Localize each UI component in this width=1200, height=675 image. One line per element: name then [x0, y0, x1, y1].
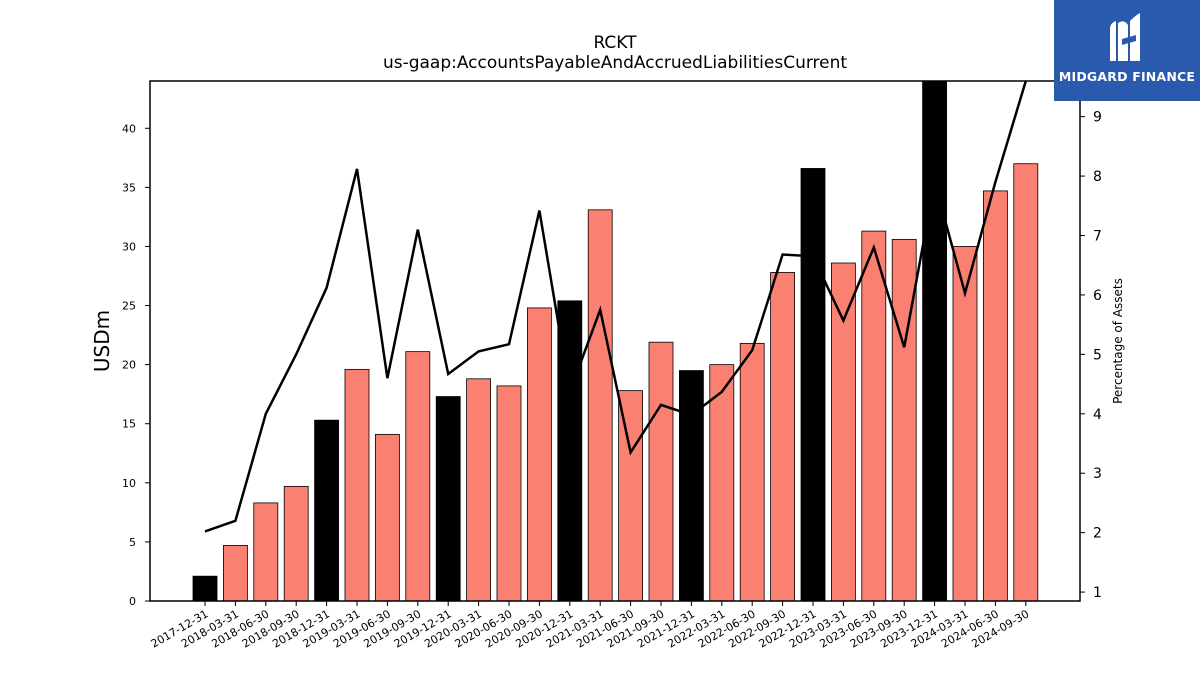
left-axis: 0 5 10 15 20 25 30 35 40 — [122, 122, 150, 608]
y-tick-label: 15 — [122, 418, 136, 431]
y2-tick-label: 4 — [1093, 407, 1102, 423]
bar-2019-06-30 — [374, 433, 400, 602]
y-tick-label: 25 — [122, 300, 136, 313]
bar-2019-12-31 — [435, 396, 461, 602]
percentage-line — [204, 80, 1027, 533]
bar-2021-09-30 — [648, 341, 674, 602]
chart-subtitle: us-gaap:AccountsPayableAndAccruedLiabili… — [383, 53, 847, 73]
bar-2020-03-31 — [466, 378, 492, 602]
bar-2022-09-30 — [770, 272, 795, 602]
y-tick-label: 5 — [129, 536, 136, 549]
bar-2018-06-30 — [253, 502, 279, 602]
y2-tick-label: 3 — [1093, 466, 1102, 482]
y-tick-label: 0 — [129, 595, 136, 608]
y-tick-label: 20 — [122, 359, 136, 372]
y-axis-label: USDm — [90, 310, 114, 372]
bar-2021-03-31 — [587, 209, 613, 602]
bar-2018-09-30 — [283, 485, 309, 602]
bar-2017-12-31 — [192, 575, 218, 602]
bar-2024-06-30 — [983, 190, 1008, 602]
bar-2023-03-31 — [831, 262, 856, 602]
bar-2021-12-31 — [679, 370, 704, 602]
bar-2019-03-31 — [344, 368, 370, 602]
y-tick-label: 40 — [122, 122, 136, 135]
plot-frame — [149, 80, 1081, 602]
line-layer — [204, 80, 1027, 533]
y2-tick-label: 8 — [1093, 169, 1102, 185]
bar-2019-09-30 — [405, 351, 431, 602]
bar-2024-03-31 — [952, 246, 978, 602]
bar-2021-06-30 — [618, 390, 643, 602]
y2-tick-label: 5 — [1093, 347, 1102, 363]
y-tick-label: 35 — [122, 181, 136, 194]
bar-2020-09-30 — [527, 307, 552, 602]
bar-2020-06-30 — [496, 385, 522, 602]
y2-tick-label: 9 — [1093, 110, 1102, 126]
chart-title: RCKT — [593, 33, 637, 53]
bar-2022-12-31 — [800, 168, 826, 602]
bar-2023-12-31 — [922, 80, 947, 602]
y2-tick-label: 7 — [1093, 229, 1102, 245]
y2-tick-label: 6 — [1093, 288, 1102, 304]
y2-tick-label: 1 — [1093, 585, 1102, 601]
y2-axis-label: Percentage of Assets — [1111, 278, 1125, 404]
logo-text: MIDGARD FINANCE — [1058, 69, 1196, 84]
bars-layer — [192, 80, 1039, 602]
bar-2023-06-30 — [861, 230, 887, 602]
right-axis: 1 2 3 4 5 6 7 8 9 — [1080, 110, 1102, 601]
bar-2024-09-30 — [1013, 163, 1039, 602]
logo: MIDGARD FINANCE — [1054, 0, 1200, 101]
y-tick-label: 10 — [122, 477, 136, 490]
bar-2018-12-31 — [314, 419, 340, 602]
x-axis: 2017-12-312018-03-312018-06-302018-09-30… — [149, 601, 1031, 651]
y2-tick-label: 2 — [1093, 526, 1102, 542]
bar-2018-03-31 — [222, 545, 248, 602]
bar-2022-03-31 — [709, 364, 735, 602]
bar-2023-09-30 — [891, 238, 917, 602]
bar-2022-06-30 — [739, 342, 765, 602]
y-tick-label: 30 — [122, 240, 136, 253]
midgard-logo-icon — [1110, 13, 1140, 61]
